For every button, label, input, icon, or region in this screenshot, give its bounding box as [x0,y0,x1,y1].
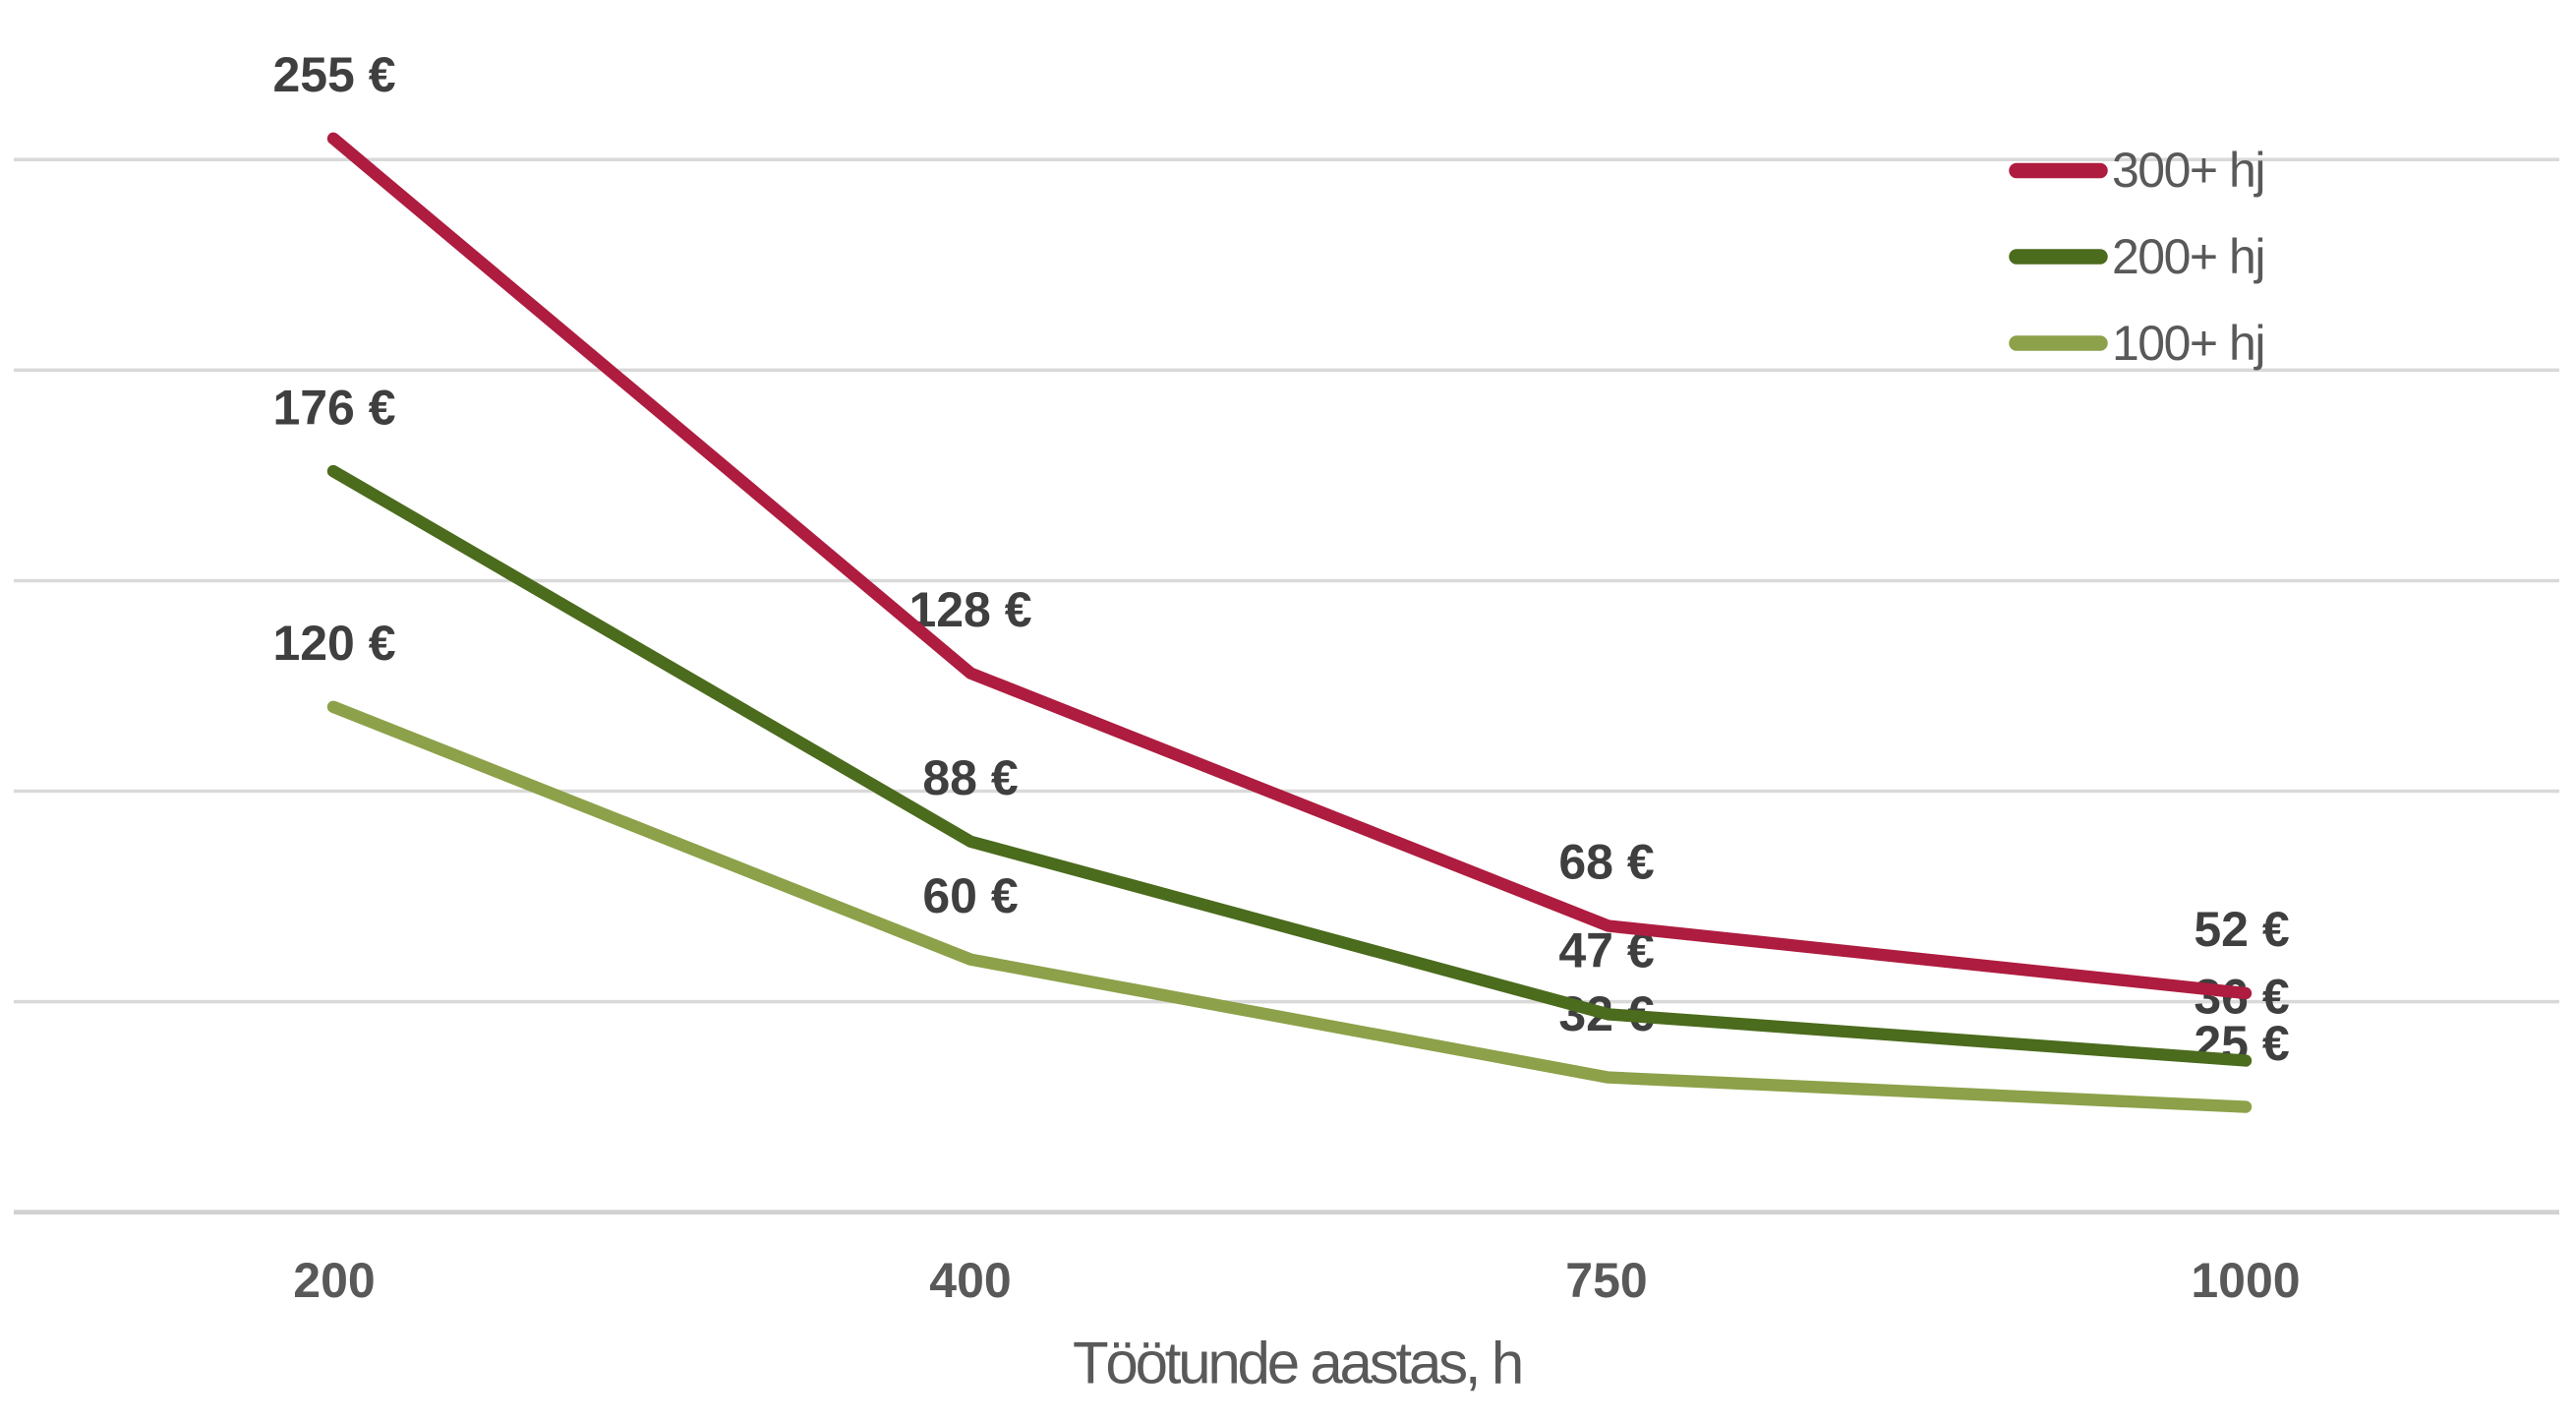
svg-text:300+ hj: 300+ hj [2112,143,2264,198]
svg-text:68 €: 68 € [1558,835,1654,890]
svg-text:100+ hj: 100+ hj [2112,316,2264,371]
svg-text:120 €: 120 € [272,616,395,671]
svg-text:750: 750 [1565,1253,1647,1308]
svg-text:128 €: 128 € [908,582,1031,637]
svg-text:60 €: 60 € [922,868,1018,923]
svg-text:176 €: 176 € [272,380,395,435]
svg-text:200: 200 [293,1253,375,1308]
svg-text:88 €: 88 € [922,750,1018,805]
svg-text:1000: 1000 [2191,1253,2300,1308]
svg-text:52 €: 52 € [2194,902,2289,957]
svg-text:255 €: 255 € [272,47,395,102]
svg-text:Töötunde aastas, h: Töötunde aastas, h [1073,1331,1521,1396]
svg-text:200+ hj: 200+ hj [2112,229,2264,284]
svg-text:400: 400 [929,1253,1011,1308]
